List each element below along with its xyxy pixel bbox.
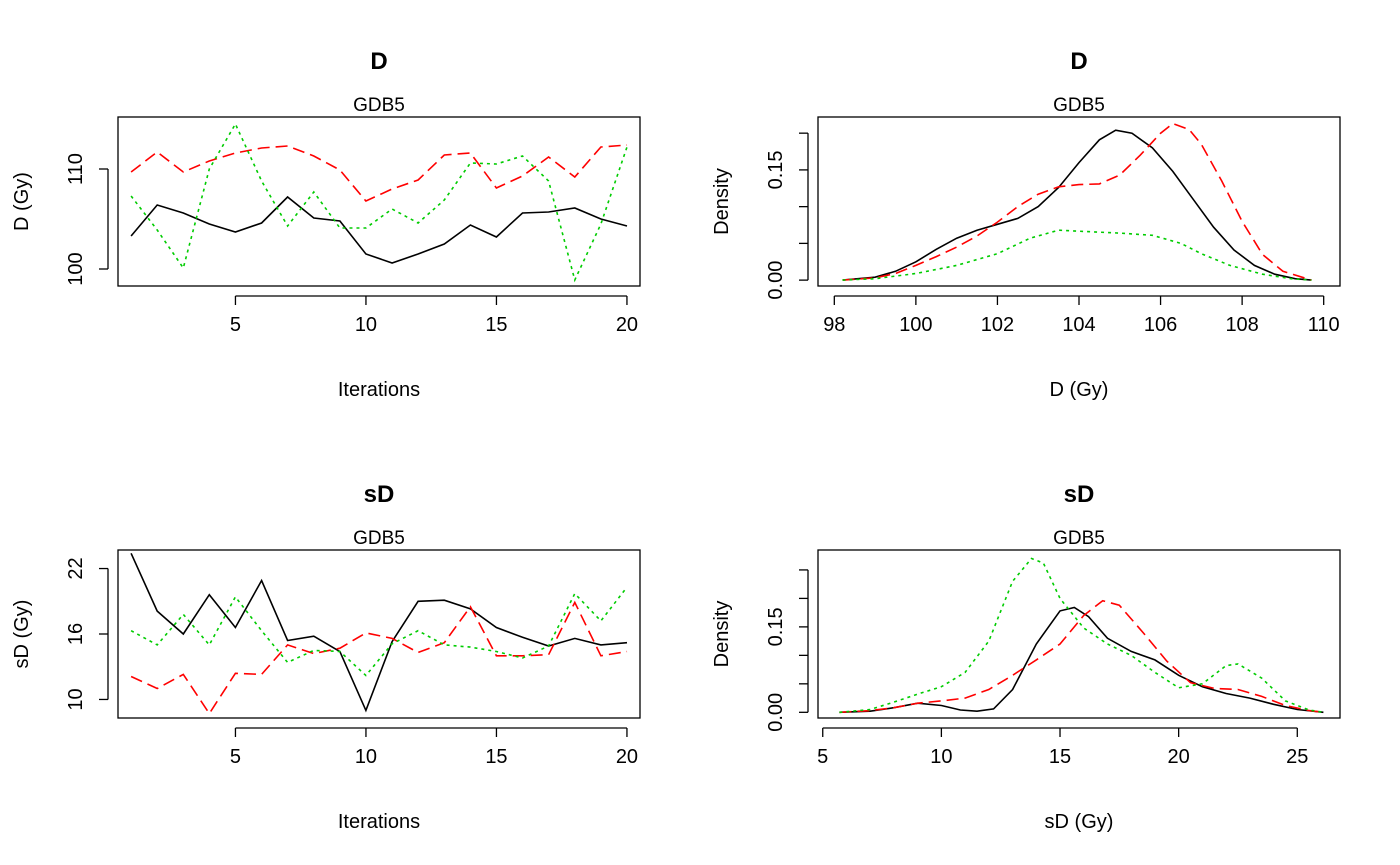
x-tick-label: 110 [1308,314,1340,336]
x-axis-label: Iterations [338,811,420,833]
y-axis-label: Density [711,601,733,668]
panel-title: sD [1064,481,1095,508]
series-line-dotted [130,122,628,283]
x-tick-label: 20 [1168,746,1190,768]
x-tick-label: 98 [823,314,845,336]
series-line-solid [839,606,1324,714]
series-line-solid [842,129,1312,281]
y-tick-label: 10 [65,688,87,710]
x-tick-label: 100 [899,314,932,336]
x-tick-label: 20 [616,314,638,336]
panel-subtitle: GDB5 [1053,95,1105,116]
x-axis-label: Iterations [338,379,420,401]
panel-title: D [370,48,387,75]
panel-1: D GDB5 Iterations D (Gy) 5 10 15 20 100 110 [11,48,641,401]
x-tick-label: 106 [1144,314,1177,336]
panel-title: sD [364,481,395,508]
x-axis-label: D (Gy) [1050,379,1109,401]
panel-subtitle: GDB5 [1053,528,1105,549]
y-tick-label: 0.00 [765,693,787,732]
x-tick-label: 5 [230,746,241,768]
x-tick-label: 20 [616,746,638,768]
x-tick-label: 15 [1049,746,1071,768]
panel-title: D [1070,48,1087,75]
y-axis-label: Density [711,168,733,235]
x-tick-label: 15 [485,314,507,336]
y-tick-label: 16 [65,623,87,645]
y-tick-label: 110 [65,153,87,185]
x-tick-label: 25 [1286,746,1308,768]
y-tick-label: 0.00 [765,261,787,300]
series-line-dotted [839,557,1324,714]
y-tick-label: 100 [65,252,87,285]
plot-frame [117,549,641,719]
y-axis-label: sD (Gy) [11,600,33,669]
panel-2: D GDB5 D (Gy) Density 98 100 102 104 106 108 110 0.… [711,48,1341,401]
panel-subtitle: GDB5 [353,95,405,116]
x-tick-label: 5 [817,746,828,768]
x-tick-label: 104 [1062,314,1095,336]
series-line-dashed [130,600,628,716]
x-axis-label: sD (Gy) [1045,811,1114,833]
series-line-solid [130,552,628,713]
y-axis-label: D (Gy) [11,172,33,231]
panel-subtitle: GDB5 [353,528,405,549]
x-tick-label: 10 [930,746,952,768]
plot-frame [817,116,1341,287]
series-line-dashed [130,144,628,202]
y-tick-label: 0.15 [765,607,787,646]
y-tick-label: 0.15 [765,150,787,189]
x-tick-label: 108 [1225,314,1258,336]
x-tick-label: 5 [230,314,241,336]
x-tick-label: 15 [485,746,507,768]
x-tick-label: 10 [355,314,377,336]
series-line-dotted [130,586,628,677]
series-line-dashed [839,599,1324,714]
plot-frame [117,116,641,287]
panel-4: sD GDB5 sD (Gy) Density 5 10 15 20 25 0.00 0.15 [711,481,1341,833]
x-tick-label: 10 [355,746,377,768]
series-line-solid [130,195,628,264]
panel-3: sD GDB5 Iterations sD (Gy) 5 10 15 20 10 16 22 [11,481,641,833]
x-tick-label: 102 [981,314,1014,336]
series-line-dotted [842,229,1312,281]
series-line-dashed [842,122,1312,281]
y-tick-label: 22 [65,557,87,579]
plot-frame [817,549,1341,719]
